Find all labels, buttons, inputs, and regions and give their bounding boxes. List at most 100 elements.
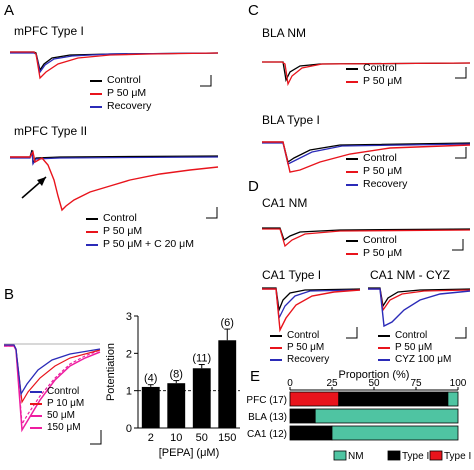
legend-a-type1: Control P 50 μM Recovery — [90, 74, 151, 113]
legend-c-nm-control: Control — [363, 62, 397, 74]
scale-bar-b — [90, 430, 102, 445]
legend-b-p10: P 10 μM — [47, 398, 85, 409]
b-y-tick-label: 0 — [126, 423, 132, 435]
panel-d-nm-title: CA1 NM — [262, 196, 308, 210]
legend-c-nm: Control P 50 μM — [346, 62, 402, 88]
e-bar-segment — [289, 391, 340, 407]
scale-bar-c1 — [455, 147, 467, 159]
legend-a2-p-plus-c: P 50 μM + C 20 μM — [103, 238, 194, 250]
trace-a2-pepa — [10, 150, 219, 212]
panel-d-cyz-title: CA1 NM - CYZ — [370, 268, 451, 282]
e-legend-label: Type II — [444, 451, 472, 462]
e-x-tick-label: 25 — [326, 378, 338, 389]
legend-b-150: 150 μM — [47, 422, 81, 433]
e-bar-segment — [331, 425, 459, 441]
scale-bar-d1 — [346, 327, 358, 339]
e-legend-label: NM — [348, 451, 364, 462]
scale-bar-c-nm — [455, 67, 467, 79]
legend-a1-control: Control — [107, 74, 141, 86]
b-y-tick-label: 1 — [126, 386, 132, 398]
trace-group-d-type1 — [262, 287, 361, 339]
trace-c1-pepa — [262, 141, 471, 173]
b-bar — [218, 340, 237, 428]
b-x-axis-label: [PEPA] (μM) — [159, 447, 220, 459]
e-legend-swatch — [333, 450, 347, 461]
stacked-bar-chart-e: Proportion (%) 0 25 50 75 100 mPFC (17) BLA (13… — [246, 369, 472, 462]
legend-d-nm-control: Control — [363, 234, 397, 246]
b-n-label: (8) — [170, 369, 183, 381]
b-x-tick-label: 2 — [148, 432, 154, 444]
trace-group-d-nm — [262, 227, 471, 251]
trace-d-nm-pepa — [262, 228, 471, 248]
e-bar-segment — [314, 408, 459, 424]
legend-b-50: 50 μM — [47, 410, 75, 421]
legend-d1-recovery: Recovery — [287, 354, 330, 365]
e-bar-segment — [338, 391, 449, 407]
e-legend-label: Type I — [402, 451, 429, 462]
legend-a1-recovery: Recovery — [107, 100, 152, 112]
panel-d-type1-title: CA1 Type I — [262, 268, 322, 282]
b-y-tick-label: 2 — [126, 348, 132, 360]
trace-d-nm-control — [262, 227, 471, 242]
e-category-label: mPFC (17) — [246, 395, 287, 406]
b-x-tick-label: 150 — [218, 432, 236, 444]
trace-d1-pepa — [262, 288, 361, 333]
legend-c-nm-pepa: P 50 μM — [363, 75, 403, 87]
e-legend-swatch — [429, 450, 443, 461]
panel-letter-d: D — [248, 178, 259, 195]
e-x-tick-label: 100 — [450, 378, 467, 389]
legend-b-control: Control — [47, 386, 80, 397]
b-n-label: (6) — [221, 317, 234, 329]
legend-c1-control: Control — [363, 152, 397, 164]
b-bar — [192, 368, 211, 428]
legend-d-nm: Control P 50 μM — [346, 234, 402, 260]
panel-c-nm-title: BLA NM — [262, 26, 307, 40]
panel-letter-b: B — [4, 286, 15, 303]
trace-d1-control — [262, 287, 361, 313]
trace-group-c-type1 — [262, 141, 471, 173]
b-y-axis-label: Potentiation — [105, 343, 117, 401]
panel-a-type1-title: mPFC Type I — [14, 24, 84, 38]
scale-bar-d-nm — [452, 239, 464, 251]
legend-c-type1: Control P 50 μM Recovery — [346, 152, 407, 191]
b-bar — [167, 383, 186, 428]
legend-a-type2: Control P 50 μM P 50 μM + C 20 μM — [86, 212, 194, 251]
trace-c-nm-pepa — [262, 61, 471, 87]
trace-d-cyz-cyz — [368, 288, 471, 328]
panel-c-type1-title: BLA Type I — [262, 113, 320, 127]
b-y-tick-label: 3 — [126, 311, 132, 323]
panel-letter-c: C — [248, 2, 259, 19]
bar-chart-b: 0 1 2 3 (4) 2 (8) 10 (11) 50 (6) 150 [PEPA] (μM) Pote… — [105, 311, 240, 459]
b-n-label: (4) — [144, 373, 157, 385]
scale-bar-a1 — [200, 75, 212, 87]
e-bar-segment — [289, 425, 333, 441]
trace-group-c-nm — [262, 61, 471, 87]
legend-a2-pepa: P 50 μM — [103, 225, 143, 237]
trace-group-b — [4, 343, 102, 445]
b-bar — [141, 386, 160, 428]
legend-d-cyz-cyz: CYZ 100 μM — [395, 354, 452, 365]
legend-d-cyz: Control P 50 μM CYZ 100 μM — [378, 330, 451, 366]
legend-d-nm-pepa: P 50 μM — [363, 247, 403, 259]
trace-group-a-type1 — [10, 51, 219, 87]
e-bar-segment — [447, 391, 459, 407]
legend-a1-pepa: P 50 μM — [107, 87, 147, 99]
e-x-tick-label: 75 — [410, 378, 422, 389]
arrow-head-a2 — [37, 177, 46, 186]
legend-d1-pepa: P 50 μM — [287, 342, 325, 353]
scale-bar-d-cyz — [455, 327, 467, 339]
legend-c1-recovery: Recovery — [363, 178, 408, 190]
trace-d-cyz-control — [368, 287, 471, 308]
scale-bar-a2 — [206, 207, 218, 219]
e-bar-segment — [289, 408, 316, 424]
trace-a2-control — [10, 149, 219, 166]
b-n-label: (11) — [192, 353, 211, 365]
trace-a1-pepa — [10, 51, 219, 80]
e-category-label: BLA (13) — [248, 412, 287, 423]
b-x-tick-label: 50 — [196, 432, 208, 444]
legend-a2-control: Control — [103, 212, 137, 224]
trace-b-control — [4, 344, 101, 396]
e-x-tick-label: 0 — [287, 378, 293, 389]
legend-c1-pepa: P 50 μM — [363, 165, 403, 177]
